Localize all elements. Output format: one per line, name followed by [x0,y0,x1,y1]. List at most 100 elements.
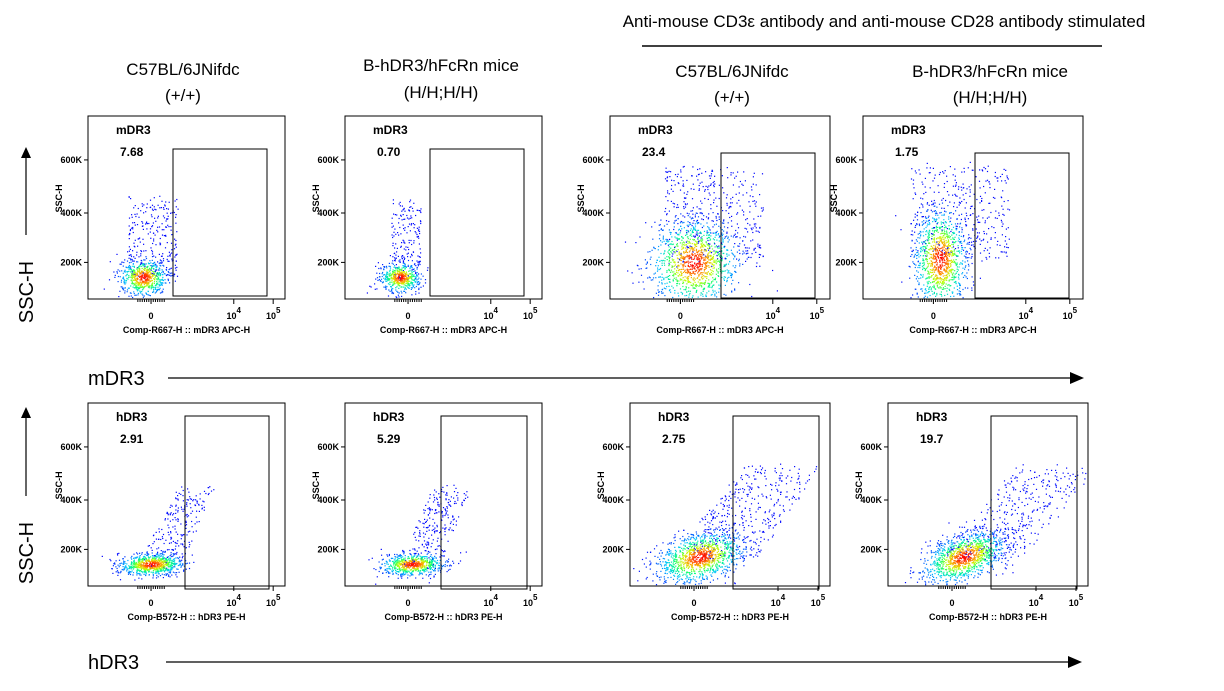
event-dot [947,284,949,286]
event-dot [918,256,920,258]
event-dot [681,236,683,238]
event-dot [716,230,718,232]
event-dot [670,233,672,235]
event-dot [132,272,134,274]
event-dot [692,226,694,228]
event-dot [668,229,670,231]
event-dot [660,219,662,221]
event-dot [979,221,981,223]
event-dot [954,252,956,254]
event-dot [1001,221,1003,223]
event-dot [750,227,752,229]
event-dot [944,253,946,255]
y-tick-label: 200K [835,257,857,267]
event-dot [713,259,715,261]
event-dot [692,250,694,252]
event-dot [398,274,400,276]
event-dot [394,228,396,230]
event-dot [979,238,981,240]
event-dot [745,260,747,262]
event-dot [735,236,737,238]
event-dot [684,203,686,205]
event-dot [157,288,159,290]
event-dot [140,255,142,257]
event-dot [959,293,961,295]
event-dot [922,241,924,243]
event-dot [705,216,708,218]
event-dot [934,249,936,251]
event-dot [708,285,710,287]
event-dot [160,207,162,209]
event-dot [407,284,409,286]
event-dot [143,204,145,206]
event-dot [133,242,135,244]
event-dot [386,277,388,279]
event-dot [939,212,941,214]
event-dot [392,260,394,262]
event-dot [663,225,666,227]
event-dot [415,214,417,217]
event-dot [406,285,408,287]
event-dot [170,229,172,231]
event-dot [672,296,674,299]
event-dot [689,216,691,218]
event-dot [952,194,954,196]
event-dot [676,206,678,209]
event-dot [399,274,401,276]
event-dot [983,209,985,211]
event-dot [952,272,954,274]
event-dot [1005,169,1007,171]
event-dot [669,275,671,277]
event-dot [928,288,930,290]
event-dot [944,242,946,244]
event-dot [402,286,404,288]
event-dot [686,247,688,249]
event-dot [694,214,696,216]
event-dot [154,261,156,263]
event-dot [134,294,136,296]
event-dot [738,258,740,260]
event-dot [133,270,135,272]
event-dot [696,258,698,260]
column-header-3-line1: C57BL/6JNifdc [675,62,789,81]
event-dot [152,567,154,570]
event-dot [140,250,143,253]
event-dot [926,277,928,279]
event-dot [772,269,774,272]
event-dot [734,255,736,257]
event-dot [696,289,698,291]
event-dot [396,268,398,270]
event-dot [131,271,133,273]
event-dot [962,297,964,299]
event-dot [410,223,413,225]
event-dot [936,286,939,288]
event-dot [674,216,676,218]
x-tick-label: 0 [406,311,411,321]
event-dot [400,245,402,247]
event-dot [932,217,934,219]
event-dot [934,248,936,250]
event-dot [925,247,928,249]
event-dot [935,252,937,254]
event-dot [171,574,173,576]
event-dot [392,272,394,274]
event-dot [757,230,759,232]
event-dot [142,263,145,265]
event-dot [921,288,923,290]
event-dot [671,258,673,260]
event-dot [654,221,656,223]
event-dot [169,274,171,276]
event-dot [928,172,930,174]
event-dot [416,209,418,211]
event-dot [696,256,698,258]
event-dot [151,225,154,227]
event-dot [166,570,168,572]
event-dot [131,278,133,280]
event-dot [405,288,407,290]
event-dot [669,271,672,273]
event-dot [660,252,662,255]
event-dot [420,286,422,288]
event-dot [687,230,689,232]
event-dot [403,284,405,286]
event-dot [917,233,919,235]
